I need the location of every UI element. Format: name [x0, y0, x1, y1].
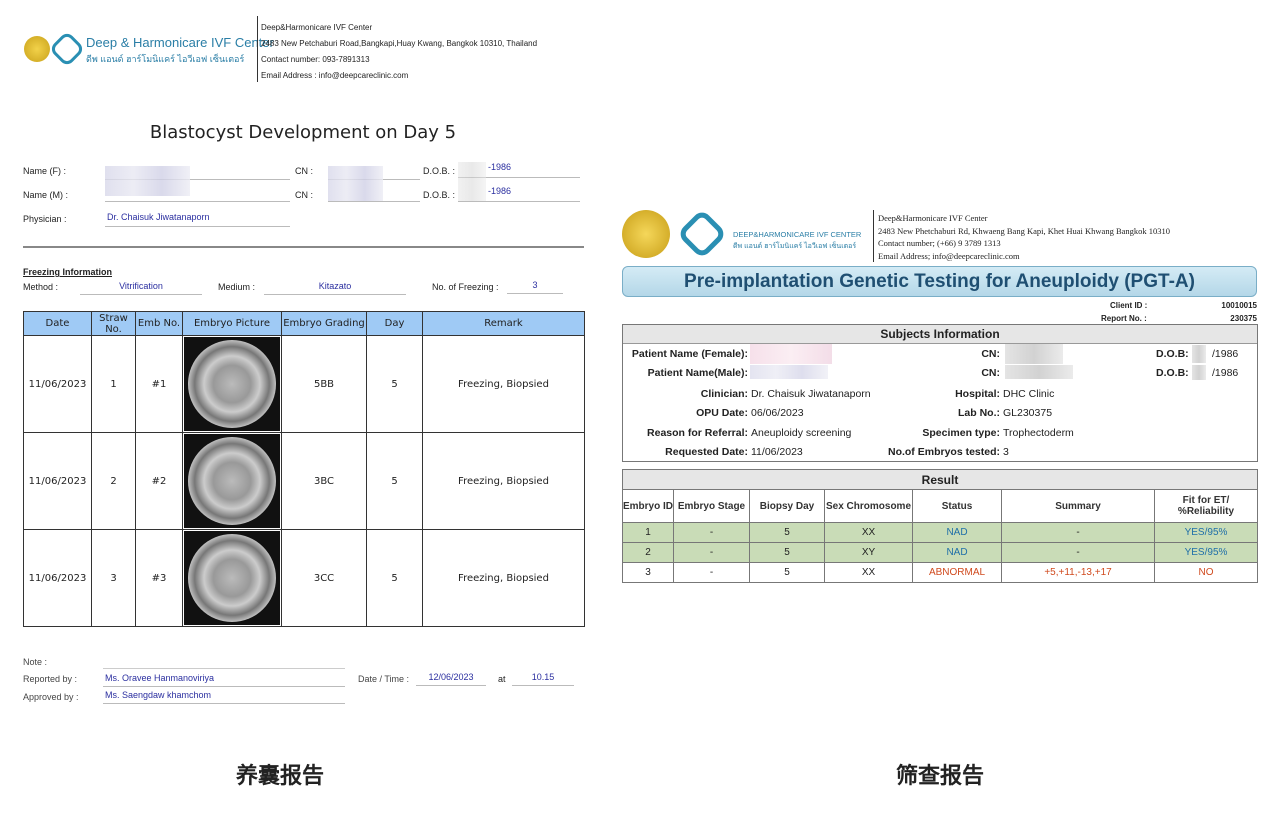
table-header: Embryo ID Embryo Stage Biopsy Day Sex Ch… [622, 489, 1258, 523]
subjects-box: Subjects Information [622, 324, 1258, 462]
embryo-image [184, 337, 280, 431]
report-title: Blastocyst Development on Day 5 [149, 122, 457, 143]
clover-logo [48, 30, 86, 68]
seal-logo [24, 36, 50, 62]
clover-logo [676, 208, 728, 260]
embryo-image [184, 434, 280, 528]
result-table: Result Embryo ID Embryo Stage Biopsy Day… [622, 469, 1258, 583]
center-name: Deep & Harmonicare IVF Center [86, 35, 274, 50]
table-row: 1-5 XX NAD - YES/95% [622, 522, 1258, 543]
table-header: Date Straw No. Emb No. Embryo Picture Em… [23, 311, 585, 336]
table-row: 2-5 XY NAD - YES/95% [622, 542, 1258, 563]
table-row: 3-5 XX ABNORMAL +5,+11,-13,+17 NO [622, 562, 1258, 583]
table-row: 11/06/2023 3 #3 3CC 5 Freezing, Biopsied [23, 529, 585, 627]
seal-logo [622, 210, 670, 258]
freezing-table: Date Straw No. Emb No. Embryo Picture Em… [23, 311, 585, 627]
embryo-image [184, 531, 280, 625]
report-title-banner: Pre-implantation Genetic Testing for Ane… [622, 266, 1257, 297]
left-caption: 养囊报告 [236, 764, 325, 789]
right-caption: 筛查报告 [896, 764, 985, 789]
address-block: Deep&Harmonicare IVF Center 2483 New Pet… [261, 23, 538, 80]
table-row: 11/06/2023 1 #1 5BB 5 Freezing, Biopsied [23, 335, 585, 433]
physician-value: Dr. Chaisuk Jiwatanaporn [105, 212, 290, 227]
table-row: 11/06/2023 2 #2 3BC 5 Freezing, Biopsied [23, 432, 585, 530]
center-name-thai: ดีพ แอนด์ ฮาร์โมนิแคร์ ไอวีเอฟ เซ็นเตอร์ [86, 54, 245, 64]
address-block: Deep&Harmonicare IVF Center 2483 New Phe… [878, 213, 1171, 261]
